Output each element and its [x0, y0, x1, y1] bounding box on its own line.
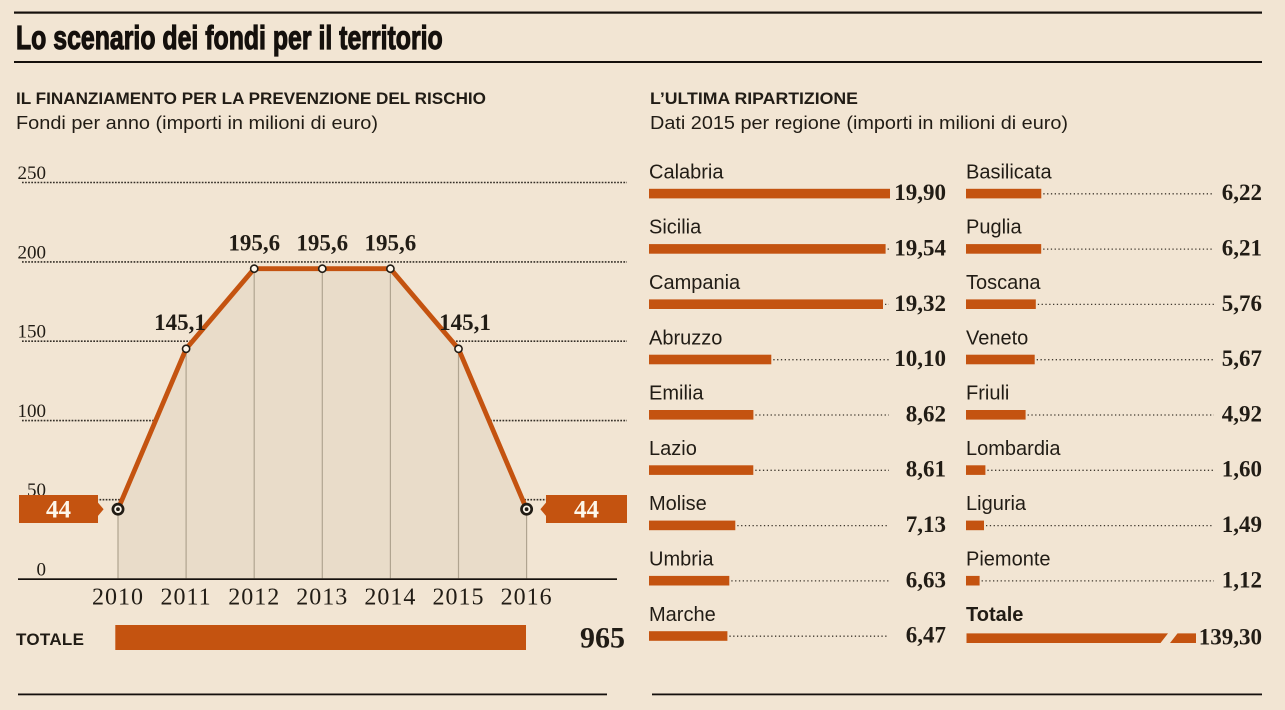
svg-text:2013: 2013: [296, 585, 348, 611]
svg-text:IL FINANZIAMENTO PER LA PREVEN: IL FINANZIAMENTO PER LA PREVENZIONE DEL …: [16, 89, 486, 108]
svg-text:2011: 2011: [161, 585, 212, 611]
svg-text:150: 150: [18, 322, 47, 343]
svg-text:7,13: 7,13: [906, 512, 946, 537]
svg-text:195,6: 195,6: [365, 231, 417, 256]
svg-text:Dati 2015 per regione (importi: Dati 2015 per regione (importi in milion…: [650, 113, 1068, 133]
svg-text:Sicilia: Sicilia: [649, 217, 702, 239]
svg-text:2010: 2010: [92, 585, 144, 611]
svg-text:6,47: 6,47: [906, 623, 946, 648]
svg-text:8,61: 8,61: [906, 457, 946, 482]
svg-text:Liguria: Liguria: [966, 493, 1027, 515]
svg-text:Umbria: Umbria: [649, 549, 714, 571]
svg-text:Piemonte: Piemonte: [966, 549, 1051, 571]
svg-text:44: 44: [46, 496, 72, 523]
svg-text:Lombardia: Lombardia: [966, 438, 1061, 460]
svg-text:2012: 2012: [228, 585, 280, 611]
svg-text:Puglia: Puglia: [966, 217, 1022, 239]
svg-text:8,62: 8,62: [906, 401, 946, 426]
svg-text:5,67: 5,67: [1222, 346, 1262, 371]
svg-text:195,6: 195,6: [228, 231, 280, 256]
svg-text:1,12: 1,12: [1222, 567, 1262, 592]
svg-text:145,1: 145,1: [154, 310, 206, 335]
svg-text:19,90: 19,90: [894, 180, 946, 205]
svg-text:10,10: 10,10: [894, 346, 946, 371]
svg-text:2014: 2014: [364, 585, 416, 611]
svg-text:6,22: 6,22: [1222, 180, 1262, 205]
svg-text:Molise: Molise: [649, 493, 707, 515]
svg-text:6,21: 6,21: [1222, 236, 1262, 261]
svg-text:Abruzzo: Abruzzo: [649, 327, 722, 349]
svg-text:200: 200: [18, 242, 47, 263]
svg-text:Lazio: Lazio: [649, 438, 697, 460]
svg-text:5,76: 5,76: [1222, 291, 1262, 316]
svg-text:2016: 2016: [501, 585, 553, 611]
svg-text:1,60: 1,60: [1222, 457, 1262, 482]
svg-text:Totale: Totale: [966, 604, 1023, 626]
svg-text:2015: 2015: [433, 585, 485, 611]
svg-text:19,54: 19,54: [894, 236, 946, 261]
svg-text:6,63: 6,63: [906, 567, 946, 592]
svg-text:1,49: 1,49: [1222, 512, 1262, 537]
svg-text:Marche: Marche: [649, 604, 716, 626]
svg-text:44: 44: [574, 496, 600, 523]
svg-text:Fondi per anno (importi in mil: Fondi per anno (importi in milioni di eu…: [16, 113, 378, 133]
svg-text:100: 100: [18, 401, 47, 422]
svg-text:4,92: 4,92: [1222, 401, 1262, 426]
svg-text:L’ULTIMA RIPARTIZIONE: L’ULTIMA RIPARTIZIONE: [650, 89, 858, 108]
svg-text:Veneto: Veneto: [966, 327, 1028, 349]
svg-text:TOTALE: TOTALE: [16, 630, 84, 649]
svg-text:965: 965: [580, 622, 625, 655]
svg-text:Calabria: Calabria: [649, 161, 724, 183]
svg-text:Toscana: Toscana: [966, 272, 1041, 294]
svg-text:195,6: 195,6: [296, 231, 348, 256]
svg-text:Basilicata: Basilicata: [966, 161, 1052, 183]
svg-text:250: 250: [18, 163, 47, 184]
svg-text:139,30: 139,30: [1199, 625, 1262, 650]
svg-text:Emilia: Emilia: [649, 383, 704, 405]
svg-text:Lo scenario dei fondi per il t: Lo scenario dei fondi per il territorio: [16, 21, 443, 57]
svg-text:Friuli: Friuli: [966, 383, 1009, 405]
svg-text:19,32: 19,32: [894, 291, 946, 316]
svg-text:Campania: Campania: [649, 272, 741, 294]
svg-text:145,1: 145,1: [439, 310, 491, 335]
svg-text:0: 0: [37, 560, 47, 581]
